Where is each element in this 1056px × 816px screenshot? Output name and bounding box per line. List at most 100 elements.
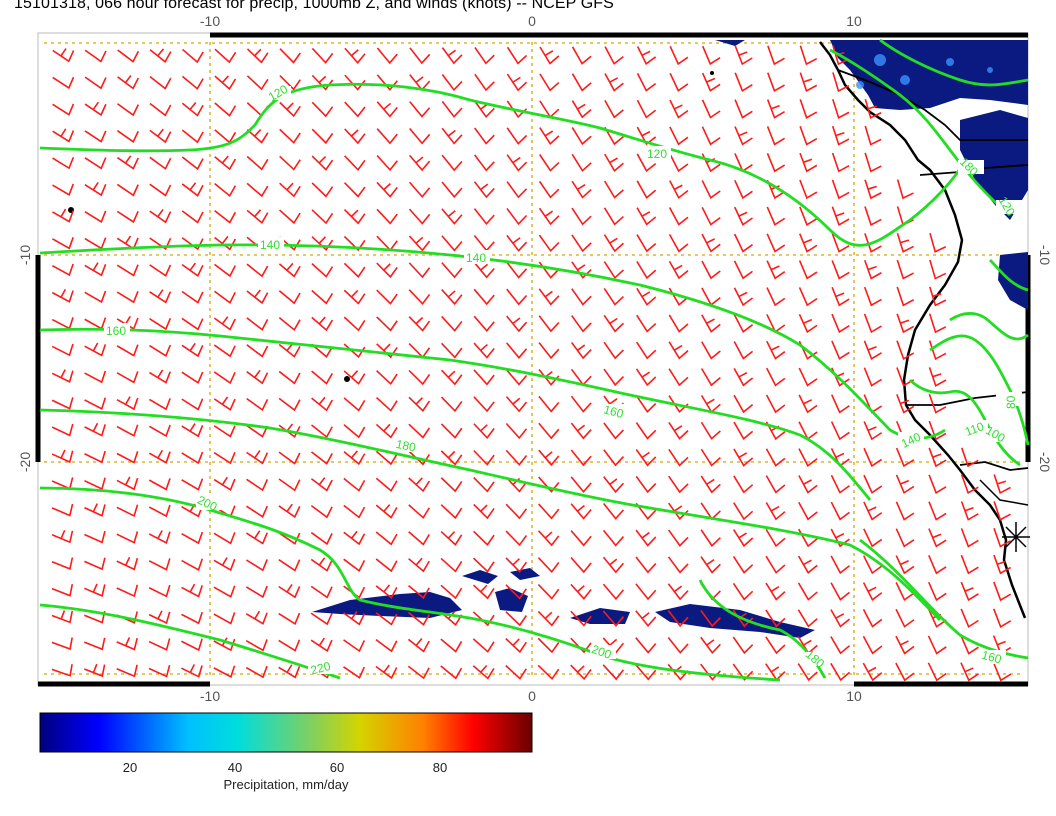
wind-barb xyxy=(148,504,171,518)
wind-barb xyxy=(570,530,592,547)
wind-barb xyxy=(408,557,430,573)
wind-barb xyxy=(635,610,657,627)
wind-barb xyxy=(603,207,624,226)
wind-barb xyxy=(375,423,398,439)
wind-barb xyxy=(635,502,657,520)
wind-barb xyxy=(407,665,430,680)
wind-barb xyxy=(440,504,463,520)
wind-barb xyxy=(896,394,915,414)
wind-barb xyxy=(896,259,914,280)
wind-barb xyxy=(733,448,754,467)
contour-label: 120 xyxy=(996,194,1022,219)
wind-barb xyxy=(279,182,301,198)
colorbar-tick: 60 xyxy=(330,760,344,775)
wind-barb xyxy=(571,127,592,146)
wind-barb xyxy=(765,394,786,414)
wind-barb xyxy=(798,475,818,494)
wind-barb xyxy=(733,502,754,521)
contour-label: 200 xyxy=(195,493,222,514)
wind-barb xyxy=(798,367,818,387)
wind-barb xyxy=(279,101,301,118)
wind-barb xyxy=(603,476,625,494)
wind-barb xyxy=(571,73,592,92)
wind-barb xyxy=(440,423,463,439)
colorbar-tick: 80 xyxy=(433,760,447,775)
wind-barb xyxy=(732,529,754,548)
wind-barb xyxy=(84,157,107,170)
wind-barb xyxy=(538,395,560,413)
wind-barb xyxy=(343,397,366,412)
wind-barb xyxy=(734,126,753,146)
wind-barb xyxy=(603,341,625,360)
wind-barb xyxy=(571,261,592,279)
wind-barb xyxy=(831,152,850,173)
wind-barb xyxy=(84,290,107,304)
wind-barb xyxy=(734,45,753,66)
wind-barb xyxy=(928,555,947,575)
wind-barb xyxy=(993,501,1011,521)
wind-barb xyxy=(472,557,495,573)
wind-barb xyxy=(246,317,269,331)
wind-barb xyxy=(702,45,721,66)
wind-barb xyxy=(928,367,947,387)
wind-barb xyxy=(408,531,430,546)
wind-barb xyxy=(116,556,139,571)
contour-label: 140 xyxy=(258,237,284,252)
contour-label: 180 xyxy=(803,647,830,671)
wind-barb xyxy=(213,585,236,598)
svg-text:140: 140 xyxy=(466,251,486,265)
wind-barb xyxy=(181,156,204,171)
wind-barb xyxy=(441,235,463,252)
wind-barb xyxy=(441,127,463,145)
contour-label: 140 xyxy=(464,250,490,265)
wind-barb xyxy=(700,529,721,547)
wind-barb xyxy=(149,369,171,384)
wind-barb xyxy=(604,99,624,119)
wind-barb xyxy=(278,612,301,626)
wind-barb xyxy=(765,367,786,387)
wind-barb xyxy=(505,503,528,520)
wind-barb xyxy=(505,611,528,627)
wind-barb xyxy=(928,340,947,361)
contour-label: 110 xyxy=(962,419,988,439)
wind-barb xyxy=(701,72,721,92)
wind-barb xyxy=(669,126,689,146)
wind-barb xyxy=(895,662,915,682)
wind-barb xyxy=(537,664,560,681)
wind-barb xyxy=(84,181,107,197)
wind-barb xyxy=(84,130,107,143)
wind-barb xyxy=(862,555,883,575)
wind-barb xyxy=(928,528,947,548)
wind-barb xyxy=(668,260,689,280)
wind-barb xyxy=(570,637,592,654)
wind-barb xyxy=(246,530,268,545)
wind-barb xyxy=(343,558,366,572)
wind-barb xyxy=(441,262,463,279)
wind-barb xyxy=(864,259,882,280)
wind-barb xyxy=(766,206,786,226)
wind-barb xyxy=(440,638,463,653)
colorbar: 20 40 60 80 Precipitation, mm/day xyxy=(39,712,533,792)
wind-barb xyxy=(895,501,915,521)
wind-barb xyxy=(375,504,398,519)
wind-barb xyxy=(84,397,107,410)
wind-barb xyxy=(52,237,74,250)
wind-barb xyxy=(537,584,560,600)
wind-barb xyxy=(571,46,592,65)
wind-barb xyxy=(441,208,463,225)
wind-barb xyxy=(799,152,818,173)
wind-barb xyxy=(603,449,625,467)
wind-barb xyxy=(51,557,74,570)
wind-barb xyxy=(472,611,495,627)
wind-barb xyxy=(376,208,398,225)
wind-barb xyxy=(52,156,75,170)
wind-barb xyxy=(408,369,431,386)
wind-barb xyxy=(473,342,495,359)
wind-barb xyxy=(539,73,560,92)
wind-barb xyxy=(603,234,624,253)
wind-barb xyxy=(667,529,689,547)
wind-barb xyxy=(505,449,528,466)
wind-barb xyxy=(927,635,947,655)
wind-barb xyxy=(473,476,495,493)
wind-barb xyxy=(181,262,204,278)
